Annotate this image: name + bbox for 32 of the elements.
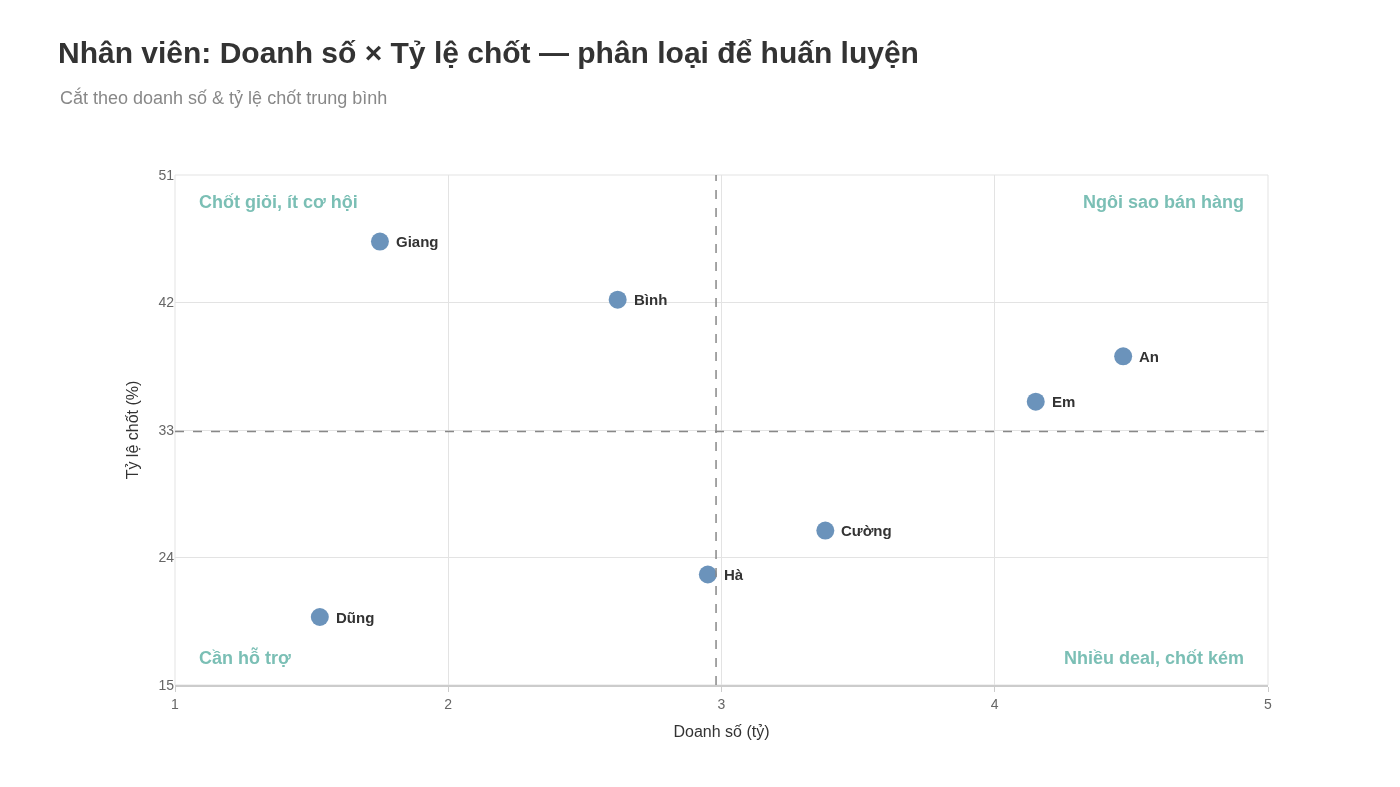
annotation: Em xyxy=(1052,393,1076,410)
annotation: Dũng xyxy=(336,609,375,626)
x-tick-label: 3 xyxy=(717,695,726,712)
annotation: Cần hỗ trợ xyxy=(199,647,291,668)
annotation: Hà xyxy=(724,566,744,583)
chart-title: Nhân viên: Doanh số × Tỷ lệ chốt — phân loại để huấn luyện xyxy=(58,35,919,69)
x-tick-label: 4 xyxy=(990,695,999,712)
annotation: Bình xyxy=(634,291,668,308)
chart-subtitle: Cắt theo doanh số & tỷ lệ chốt trung bình xyxy=(60,87,388,108)
y-tick-label: 42 xyxy=(158,294,175,311)
point xyxy=(608,290,627,309)
annotation: Chốt giỏi, ít cơ hội xyxy=(199,192,358,212)
y-tick-label: 51 xyxy=(158,166,175,183)
annotation: An xyxy=(1139,348,1159,365)
point xyxy=(370,232,389,251)
point xyxy=(1114,347,1133,366)
point xyxy=(816,521,835,540)
annotation: Ngôi sao bán hàng xyxy=(1083,192,1245,212)
point xyxy=(310,608,329,626)
x-tick-label: 5 xyxy=(1264,695,1273,712)
point xyxy=(1026,392,1045,411)
point xyxy=(698,565,717,584)
x-tick-label: 1 xyxy=(171,695,180,712)
x-axis-title: Doanh số (tỷ) xyxy=(673,723,770,740)
annotation: Giang xyxy=(396,233,439,250)
annotation: Nhiều deal, chốt kém xyxy=(1064,648,1245,668)
y-tick-label: 15 xyxy=(158,676,175,693)
y-axis-title: Tỷ lệ chốt (%) xyxy=(124,380,142,480)
y-tick-label: 33 xyxy=(158,421,175,438)
y-tick-label: 24 xyxy=(158,549,175,566)
x-tick-label: 2 xyxy=(444,695,453,712)
annotation: Cường xyxy=(841,522,892,539)
